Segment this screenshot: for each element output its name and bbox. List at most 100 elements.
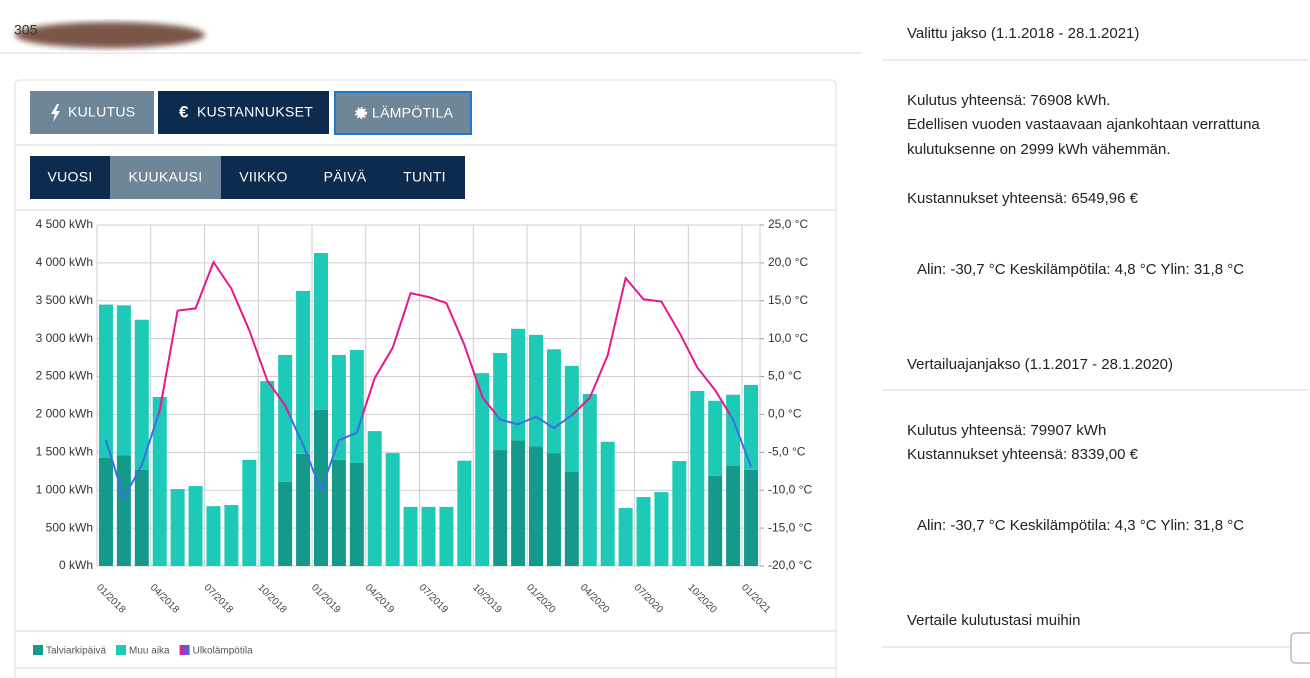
sun-icon bbox=[355, 107, 367, 119]
bar-segment bbox=[744, 384, 759, 470]
y2-tick-label: -15,0 °C bbox=[768, 520, 812, 534]
y-tick-label: 3 000 kWh bbox=[36, 331, 93, 345]
legend-item[interactable]: Muu aika bbox=[116, 645, 170, 657]
selected-temps: Alin: -30,7 °C Keskilämpötila: 4,8 °C Yl… bbox=[917, 261, 1244, 278]
y2-tick-label: 20,0 °C bbox=[768, 255, 808, 269]
bar-segment bbox=[511, 440, 526, 566]
bar-segment bbox=[296, 290, 311, 454]
y2-tick-label: 5,0 °C bbox=[768, 369, 802, 383]
comparison-title: Vertailuajanjakso (1.1.2017 - 28.1.2020) bbox=[907, 356, 1173, 373]
period-button[interactable]: PÄIVÄ bbox=[306, 156, 384, 199]
y-tick-label: 0 kWh bbox=[59, 558, 93, 572]
period-button[interactable]: TUNTI bbox=[384, 156, 465, 199]
y2-tick-label: -5,0 °C bbox=[768, 445, 806, 459]
legend-item[interactable]: Ulkolämpötila bbox=[179, 645, 253, 657]
bar-segment bbox=[278, 354, 293, 482]
period-buttons: VUOSI KUUKAUSI VIIKKO PÄIVÄ TUNTI bbox=[30, 156, 465, 199]
y2-tick-label: 0,0 °C bbox=[768, 407, 802, 421]
y-tick-label: 1 500 kWh bbox=[36, 445, 93, 459]
selected-costs: Kustannukset yhteensä: 6549,96 € bbox=[907, 190, 1139, 207]
legend-swatch bbox=[33, 645, 43, 655]
compare-link[interactable]: Vertaile kulutustasi muihin bbox=[907, 612, 1080, 629]
bar-segment bbox=[529, 334, 544, 447]
tab-bg bbox=[30, 91, 154, 134]
y-tick-label: 4 000 kWh bbox=[36, 255, 93, 269]
bar-segment bbox=[331, 354, 346, 460]
bar-segment bbox=[134, 319, 149, 470]
y2-tick-label: -20,0 °C bbox=[768, 558, 812, 572]
bar-segment bbox=[224, 504, 239, 566]
bar-segment bbox=[242, 459, 257, 566]
tab-bg bbox=[158, 91, 329, 134]
bar-segment bbox=[260, 381, 275, 566]
bar-segment bbox=[349, 462, 364, 566]
legend-swatch bbox=[116, 645, 127, 655]
period-button[interactable]: VIIKKO bbox=[221, 156, 306, 199]
y-tick-label: 1 000 kWh bbox=[36, 482, 93, 496]
bar-segment bbox=[98, 304, 113, 458]
bar-segment bbox=[564, 472, 579, 566]
tab-lampotila[interactable]: LÄMPÖTILA bbox=[334, 91, 472, 135]
bar-segment bbox=[296, 453, 311, 566]
legend-swatch bbox=[179, 645, 190, 655]
bar-segment bbox=[152, 397, 167, 566]
selected-line: Edellisen vuoden vastaavaan ajankohtaan … bbox=[907, 116, 1260, 133]
bar-segment bbox=[116, 305, 131, 456]
bar-segment bbox=[529, 446, 544, 566]
tab-label: KULUTUS bbox=[68, 104, 135, 120]
bar-segment bbox=[493, 353, 508, 451]
bolt-icon bbox=[51, 104, 60, 122]
y2-tick-label: -10,0 °C bbox=[768, 482, 812, 496]
y-tick-label: 2 500 kWh bbox=[36, 369, 93, 383]
bar-segment bbox=[367, 431, 382, 566]
corner-widget[interactable] bbox=[1290, 632, 1310, 664]
bar-segment bbox=[618, 508, 633, 566]
bar-segment bbox=[170, 489, 185, 566]
bar-segment bbox=[134, 469, 149, 566]
period-label: TUNTI bbox=[403, 169, 446, 185]
y2-tick-label: 15,0 °C bbox=[768, 293, 808, 307]
bar-segment bbox=[654, 492, 669, 566]
legend-item[interactable]: Talviarkipäivä bbox=[33, 645, 106, 657]
tab-kustannukset[interactable]: € KUSTANNUKSET bbox=[158, 91, 329, 134]
bar-segment bbox=[349, 350, 364, 463]
bar-segment bbox=[421, 506, 436, 566]
header-code: 305 bbox=[14, 22, 38, 38]
legend-label: Ulkolämpötila bbox=[193, 646, 253, 657]
y-tick-label: 500 kWh bbox=[46, 520, 93, 534]
bar-segment bbox=[439, 506, 454, 566]
bar-segment bbox=[313, 253, 328, 410]
period-bg bbox=[30, 156, 110, 199]
y2-tick-label: 10,0 °C bbox=[768, 331, 808, 345]
comparison-line: Kulutus yhteensä: 79907 kWh bbox=[907, 422, 1106, 439]
euro-icon: € bbox=[179, 102, 189, 121]
y-tick-label: 3 500 kWh bbox=[36, 293, 93, 307]
tab-label: LÄMPÖTILA bbox=[372, 104, 454, 121]
bar-segment bbox=[546, 349, 561, 454]
bar-segment bbox=[546, 453, 561, 566]
bar-segment bbox=[636, 497, 651, 566]
bar-segment bbox=[708, 475, 723, 566]
bar-segment bbox=[690, 390, 705, 566]
legend-label: Talviarkipäivä bbox=[46, 646, 106, 657]
period-button[interactable]: VUOSI bbox=[30, 156, 110, 199]
bar-segment bbox=[331, 459, 346, 566]
bar-segment bbox=[116, 455, 131, 566]
period-bg bbox=[221, 156, 306, 199]
period-label: VUOSI bbox=[47, 169, 92, 185]
bar-segment bbox=[708, 400, 723, 476]
period-bg bbox=[384, 156, 465, 199]
period-label: KUUKAUSI bbox=[129, 169, 203, 185]
period-label: PÄIVÄ bbox=[324, 169, 367, 185]
bar-segment bbox=[98, 457, 113, 566]
bar-segment bbox=[582, 393, 597, 566]
y2-tick-label: 25,0 °C bbox=[768, 217, 808, 231]
tab-kulutus[interactable]: KULUTUS bbox=[30, 91, 154, 134]
bar-segment bbox=[726, 465, 741, 566]
bar-segment bbox=[403, 506, 418, 566]
bar-segment bbox=[744, 469, 759, 566]
period-label: VIIKKO bbox=[239, 169, 287, 185]
bar-segment bbox=[672, 461, 687, 566]
bar-segment bbox=[385, 453, 400, 566]
period-button[interactable]: KUUKAUSI bbox=[110, 156, 221, 199]
